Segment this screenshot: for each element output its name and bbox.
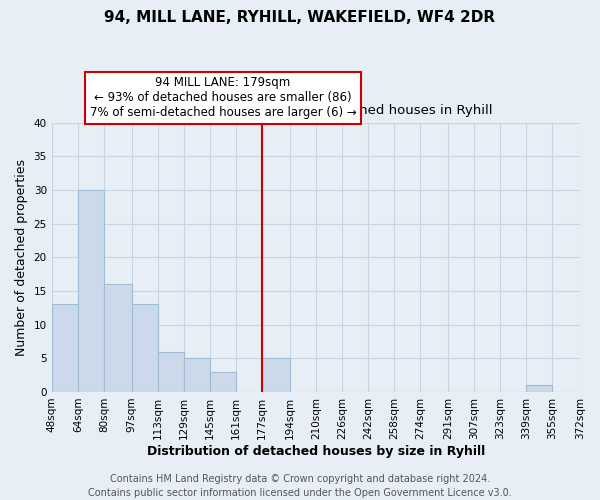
Bar	[131, 304, 158, 392]
Y-axis label: Number of detached properties: Number of detached properties	[15, 159, 28, 356]
Bar	[262, 358, 290, 392]
Bar	[526, 385, 552, 392]
X-axis label: Distribution of detached houses by size in Ryhill: Distribution of detached houses by size …	[147, 444, 485, 458]
Text: 94 MILL LANE: 179sqm
← 93% of detached houses are smaller (86)
7% of semi-detach: 94 MILL LANE: 179sqm ← 93% of detached h…	[89, 76, 356, 120]
Bar	[104, 284, 131, 392]
Title: Size of property relative to detached houses in Ryhill: Size of property relative to detached ho…	[139, 104, 493, 118]
Bar	[52, 304, 78, 392]
Bar	[158, 352, 184, 392]
Bar	[210, 372, 236, 392]
Bar	[78, 190, 104, 392]
Text: Contains HM Land Registry data © Crown copyright and database right 2024.
Contai: Contains HM Land Registry data © Crown c…	[88, 474, 512, 498]
Text: 94, MILL LANE, RYHILL, WAKEFIELD, WF4 2DR: 94, MILL LANE, RYHILL, WAKEFIELD, WF4 2D…	[104, 10, 496, 25]
Bar	[184, 358, 210, 392]
